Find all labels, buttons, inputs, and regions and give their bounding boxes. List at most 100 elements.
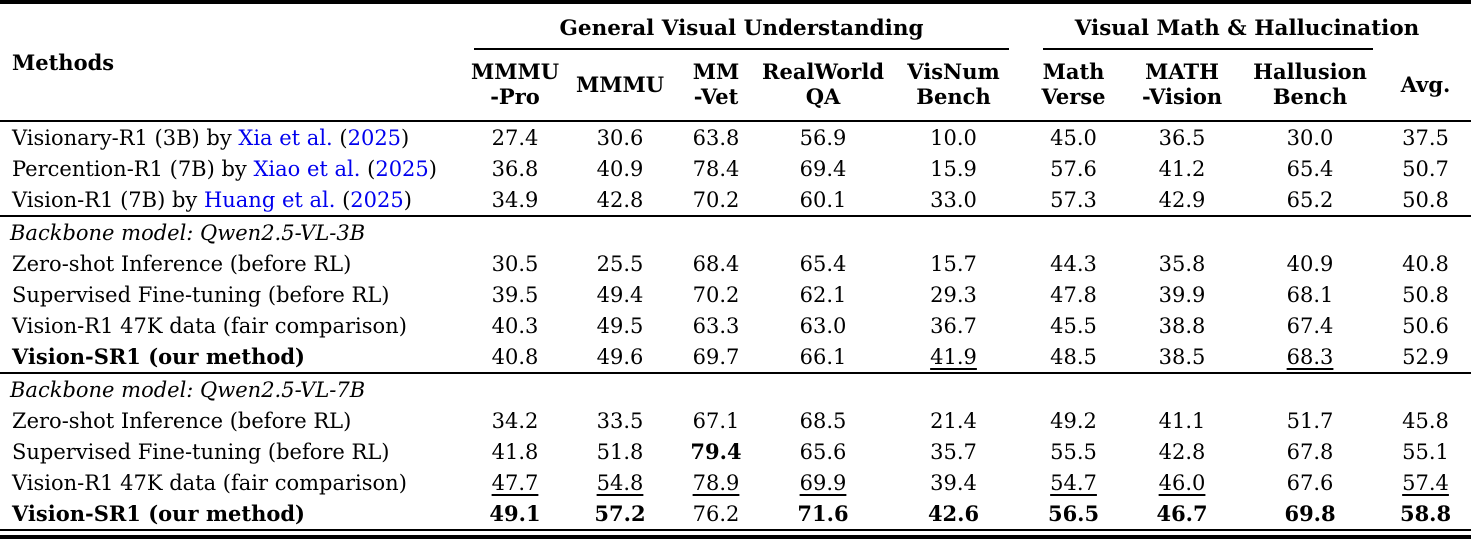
column-header-line: Bench [916,84,991,109]
table-row: Zero-shot Inference (before RL) 30.5 25.5 6… [0,248,1471,279]
cell-value: 40.3 [491,313,539,338]
cell-value: 63.3 [692,313,740,338]
cell-value: 34.2 [491,408,539,433]
cell-value: 69.9 [799,470,847,495]
table-row: Supervised Fine-tuning (before RL) 41.8 51… [0,436,1471,467]
cell-value: 41.9 [930,344,977,369]
table-section: Visionary-R1 (3B) by Xia et al. (2025) 27… [0,121,1471,216]
cell-value: 68.1 [1286,282,1334,307]
cell-value: 47.8 [1050,282,1097,307]
cell-value: 45.5 [1050,313,1097,338]
cell-value: 30.0 [1286,125,1334,150]
cell-value: 45.8 [1402,408,1449,433]
cell-value: 47.7 [491,470,539,495]
cell-value: 35.8 [1158,251,1206,276]
column-header-line: MM [692,59,740,85]
cell-value: 33.5 [596,408,644,433]
cell-value: 50.8 [1402,282,1449,307]
cell-value: 66.1 [799,344,847,369]
column-header-line: RealWorld [762,59,885,85]
cell-value: 49.1 [489,501,541,526]
table-row: Supervised Fine-tuning (before RL) 39.5 49… [0,279,1471,310]
cell-value: 76.2 [692,501,740,526]
group-header-label: General Visual Understanding [559,16,924,41]
cell-value: 69.7 [692,344,740,369]
cell-value: 67.4 [1286,313,1334,338]
column-header-visnum-bench: VisNum Bench [884,50,1023,121]
group-underline-rule [474,48,1010,50]
cell-value: 39.4 [930,470,977,495]
group-underline-rule [1043,48,1374,50]
method-label: Supervised Fine-tuning (before RL) [12,282,390,307]
citation-authors-link[interactable]: Xia et al. [238,125,333,150]
cell-value: 33.0 [930,187,977,212]
cell-value: 50.7 [1402,156,1449,181]
group-header-general-visual-understanding: General Visual Understanding [460,2,1023,50]
table-row: Vision-R1 47K data (fair comparison) 47.7… [0,467,1471,498]
cell-value: 40.8 [1402,251,1449,276]
cell-value: 42.6 [927,501,980,526]
cell-value: 49.5 [596,313,644,338]
cell-value: 27.4 [491,125,539,150]
method-label-text: Percention-R1 (7B) by [12,156,254,181]
method-label: Vision-R1 47K data (fair comparison) [12,313,407,338]
cell-value: 67.8 [1286,439,1334,464]
method-label: Zero-shot Inference (before RL) [12,251,352,276]
cell-value: 50.8 [1402,187,1449,212]
column-header-line: Bench [1272,84,1348,109]
table-row: Percention-R1 (7B) by Xiao et al. (2025)… [0,153,1471,184]
cell-value: 65.4 [799,251,847,276]
citation-year-link[interactable]: 2025 [350,187,404,212]
column-header-mmmu-pro: MMMU -Pro [460,50,570,121]
table-section: Backbone model: Qwen2.5-VL-7B Zero-shot I… [0,373,1471,529]
cell-value: 49.6 [596,344,644,369]
column-header-line: QA [805,84,841,109]
cell-value: 41.8 [491,439,539,464]
cell-value: 67.1 [692,408,740,433]
cell-value: 63.8 [692,125,740,150]
column-header-line: Hallusion [1253,59,1367,85]
table-row: Vision-R1 47K data (fair comparison) 40.3… [0,310,1471,341]
method-label-text: ( [360,156,376,181]
methods-column-header: Methods [12,49,115,75]
citation-authors-link[interactable]: Xiao et al. [253,156,361,181]
column-header-line: MMMU [575,71,665,97]
cell-value: 41.2 [1158,156,1206,181]
method-label: Vision-R1 47K data (fair comparison) [12,470,407,495]
cell-value: 65.6 [799,439,847,464]
cell-value: 54.7 [1050,470,1097,495]
cell-value: 40.8 [491,344,539,369]
cell-value: 15.7 [930,251,977,276]
cell-value: 44.3 [1050,251,1097,276]
cell-value: 37.5 [1402,125,1449,150]
cell-value: 49.2 [1050,408,1097,433]
cell-value: 63.0 [799,313,847,338]
method-label-text: ) [401,125,410,150]
cell-value: 49.4 [596,282,644,307]
cell-value: 57.3 [1050,187,1097,212]
method-label-text: ) [403,187,412,212]
citation-year-link[interactable]: 2025 [375,156,429,181]
results-table: Methods General Visual Understanding Vis… [0,0,1471,529]
method-label: Percention-R1 (7B) by Xiao et al. (2025) [0,153,460,184]
column-header-line: MMMU [470,59,560,85]
citation-year-link[interactable]: 2025 [347,125,402,150]
cell-value: 54.8 [596,470,644,495]
cell-value: 40.9 [1286,251,1334,276]
method-label-text: ( [335,187,351,212]
cell-value: 40.9 [596,156,644,181]
cell-value: 46.0 [1158,470,1206,495]
cell-value: 60.1 [799,187,847,212]
table-row: Vision-R1 (7B) by Huang et al. (2025) 34.… [0,184,1471,216]
table-section: Backbone model: Qwen2.5-VL-3B Zero-shot I… [0,216,1471,373]
cell-value: 30.5 [491,251,539,276]
cell-value: 71.6 [797,501,849,526]
section-header-row: Backbone model: Qwen2.5-VL-3B [0,216,1471,248]
column-header-math-verse: Math Verse [1023,50,1124,121]
cell-value: 70.2 [692,282,740,307]
cell-value: 78.9 [692,470,740,495]
citation-authors-link[interactable]: Huang et al. [203,187,336,212]
table-row: Vision-SR1 (our method) 49.1 57.2 76.2 71.6 4… [0,498,1471,529]
cell-value: 62.1 [799,282,847,307]
cell-value: 78.4 [692,156,740,181]
